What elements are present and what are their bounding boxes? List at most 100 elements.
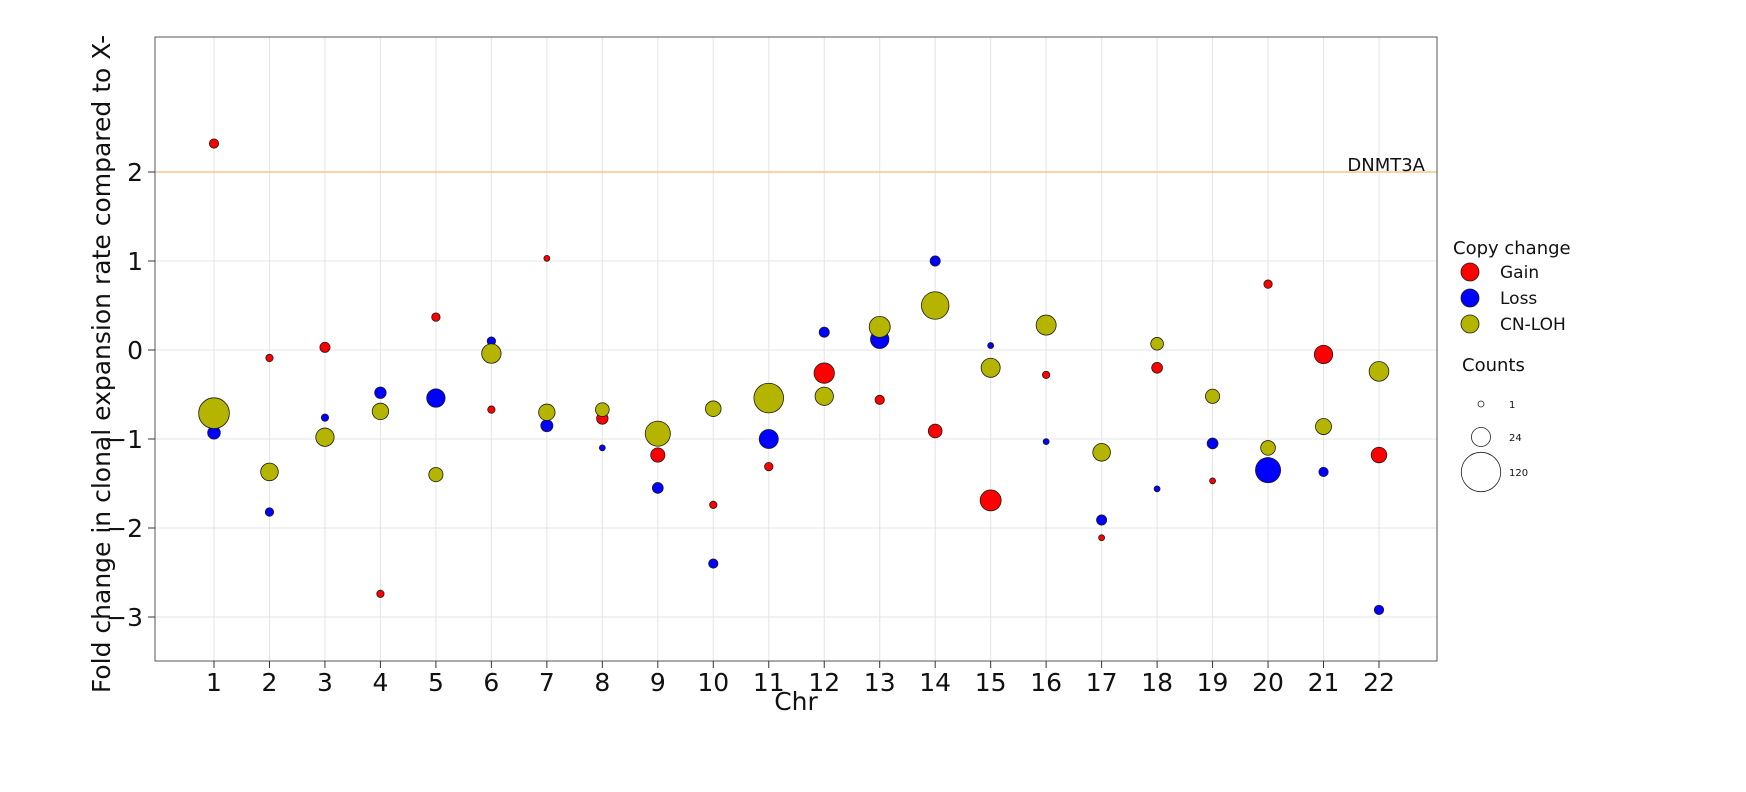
data-point-cn-loh [1368,361,1390,382]
data-point-loss [1042,438,1050,446]
data-point-gain [265,353,274,363]
data-point-loss [426,388,446,408]
data-point-gain [927,423,943,439]
axes: 1 2 3 4 5 6 7 8 9 10 11 12 13 14 15 16 17 18 19 20 21 22−3−2−… [106,158,1395,697]
x-tick-label: 20 [1252,668,1284,697]
x-tick-label: 22 [1363,668,1395,697]
legend-label: CN-LOH [1500,315,1566,335]
x-tick-label: 6 [483,668,499,697]
data-point-loss [1206,437,1219,450]
x-tick-label: 1 [206,668,222,697]
data-point-cn-loh [538,403,556,421]
legend-label: Loss [1500,289,1537,309]
x-tick-label: 13 [864,668,896,697]
data-point-cn-loh [705,400,722,417]
x-tick-label: 18 [1141,668,1173,697]
data-point-gain [487,405,496,414]
data-point-gain [208,138,220,149]
data-point-gain [543,254,551,262]
legend-label: Gain [1500,263,1539,283]
data-point-loss [374,386,387,399]
data-point-loss [758,429,779,449]
x-tick-label: 21 [1308,668,1340,697]
data-point-loss [1318,466,1329,477]
data-point-gain [1263,279,1273,289]
data-point-gain [1313,344,1334,365]
x-tick-label: 5 [428,668,444,697]
y-tick-label: −2 [106,514,143,543]
x-tick-label: 3 [317,668,333,697]
reference-line-group: DNMT3A [155,155,1437,176]
data-point-gain [874,394,885,405]
legend-size-label: 120 [1509,468,1528,479]
legend-size-key [1471,427,1491,447]
data-point-cn-loh [1150,337,1164,351]
data-point-loss [651,482,664,494]
data-point-gain [1098,534,1105,542]
data-point-gain [764,461,774,472]
legend-key-cn-loh [1460,314,1480,334]
x-tick-label: 10 [697,668,729,697]
x-tick-label: 8 [594,668,610,697]
data-point-cn-loh [371,402,390,421]
x-tick-label: 2 [262,668,278,697]
data-point-gain [650,447,666,463]
y-tick-label: 1 [127,247,143,276]
data-point-cn-loh [980,357,1001,378]
legend-size-key [1477,400,1485,408]
legend-size-title: Counts [1462,355,1525,376]
data-point-loss [1255,457,1282,484]
data-point-cn-loh [921,291,950,320]
data-point-cn-loh [428,467,444,483]
data-point-gain [813,362,835,384]
plot-panel-border [154,36,1438,662]
x-axis-title: Chr [774,687,818,716]
reference-line-label: DNMT3A [1347,155,1425,176]
data-point-cn-loh [644,420,671,447]
data-point-cn-loh [315,427,335,447]
data-point-loss [540,419,554,433]
legend-key-gain [1460,262,1480,282]
data-point-loss [320,413,330,422]
data-points [198,138,1390,615]
legend-size-label: 1 [1509,400,1515,411]
y-axis-title: Fold change in clonal expansion rate com… [87,35,116,693]
data-point-cn-loh [1035,314,1057,336]
data-point-gain [1209,477,1216,485]
x-tick-label: 14 [919,668,951,697]
legend-size-label: 24 [1509,433,1522,444]
x-tick-label: 16 [1030,668,1062,697]
data-point-gain [376,589,385,598]
data-point-cn-loh [1205,388,1221,404]
x-tick-label: 4 [372,668,388,697]
x-tick-label: 12 [808,668,840,697]
x-tick-label: 19 [1197,668,1229,697]
data-point-cn-loh [481,343,502,364]
data-point-gain [1370,446,1388,464]
data-point-loss [929,255,941,267]
data-point-cn-loh [868,315,891,338]
y-tick-label: −3 [106,603,143,632]
y-tick-label: 0 [127,336,143,365]
data-point-gain [1151,361,1163,374]
data-point-cn-loh [814,386,834,406]
x-tick-label: 17 [1086,668,1118,697]
data-point-loss [598,444,606,452]
data-point-gain [1042,370,1051,379]
data-point-cn-loh [198,397,230,429]
data-point-loss [708,558,719,569]
data-point-gain [319,341,331,353]
x-tick-label: 9 [650,668,666,697]
data-point-cn-loh [753,382,785,414]
data-point-cn-loh [260,462,279,482]
data-point-gain [979,489,1002,512]
x-tick-label: 11 [753,668,785,697]
x-tick-label: 15 [975,668,1007,697]
data-point-loss [1096,514,1108,526]
x-tick-label: 7 [539,668,555,697]
data-point-loss [818,326,830,338]
data-point-gain [431,312,441,322]
data-point-gain [709,500,718,509]
